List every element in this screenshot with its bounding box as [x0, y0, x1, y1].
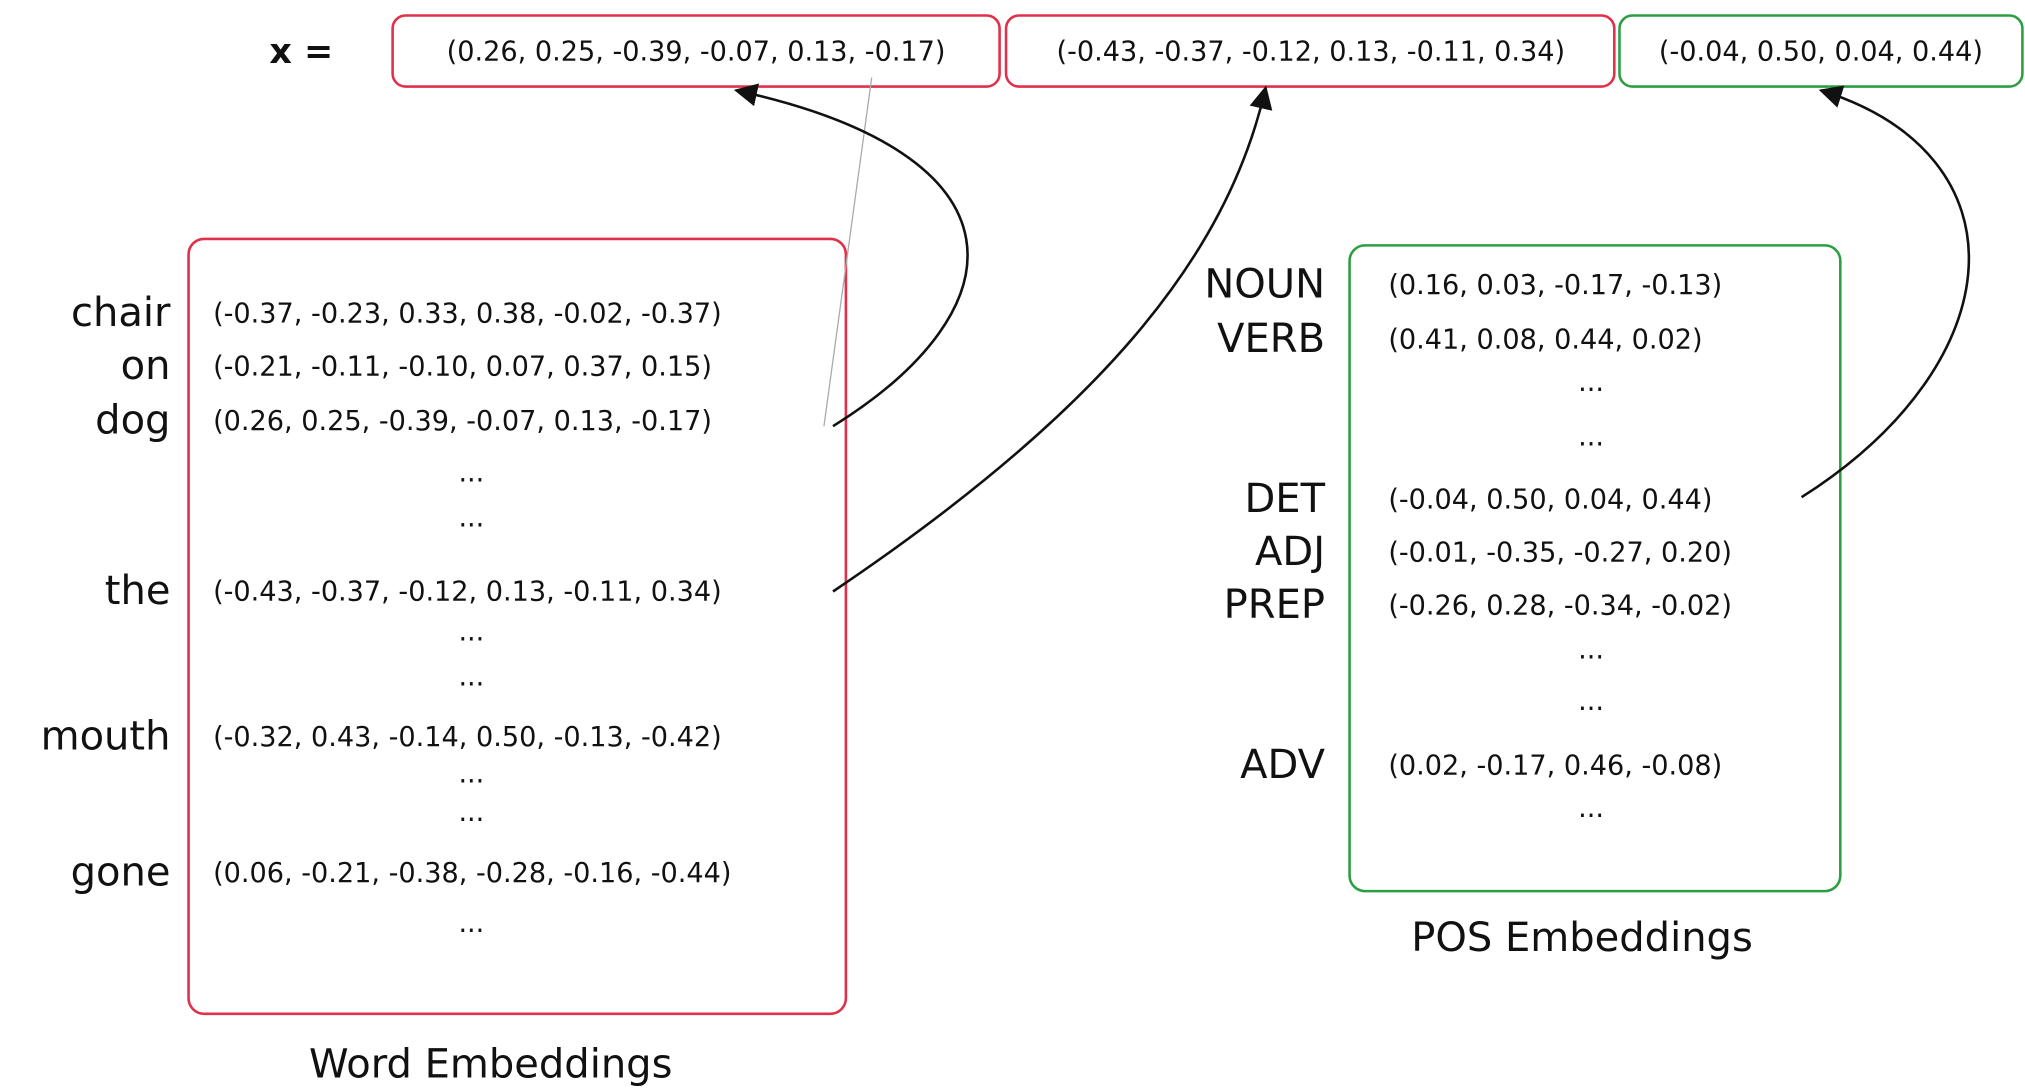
part-vector: (0.26, 0.25, -0.39, -0.07, 0.13, -0.17) [447, 36, 946, 67]
word-box [187, 237, 848, 1016]
row-label: dog [95, 397, 170, 443]
row-label: the [105, 568, 171, 614]
row-label: ADJ [1255, 529, 1325, 575]
row-vector: (0.02, -0.17, 0.46, -0.08) [1388, 751, 1722, 782]
row-vector: (-0.43, -0.37, -0.12, 0.13, -0.11, 0.34) [213, 576, 722, 607]
ellipsis: ... [458, 616, 484, 647]
ellipsis: ... [1578, 686, 1604, 717]
word-caption: Word Embeddings [309, 1042, 672, 1088]
row-vector: (-0.26, 0.28, -0.34, -0.02) [1388, 590, 1732, 621]
row-vector: (-0.21, -0.11, -0.10, 0.07, 0.37, 0.15) [213, 352, 712, 383]
row-vector: (0.26, 0.25, -0.39, -0.07, 0.13, -0.17) [213, 406, 712, 437]
row-label: mouth [41, 714, 171, 760]
row-label: on [121, 343, 171, 389]
row-label: PREP [1224, 582, 1325, 628]
ellipsis: ... [1578, 421, 1604, 452]
ellipsis: ... [458, 758, 484, 789]
ellipsis: ... [458, 662, 484, 693]
ellipsis: ... [1578, 793, 1604, 824]
row-label: VERB [1217, 316, 1325, 362]
ellipsis: ... [458, 797, 484, 828]
row-vector: (-0.37, -0.23, 0.33, 0.38, -0.02, -0.37) [213, 299, 722, 330]
ellipsis: ... [458, 457, 484, 488]
arrow [1800, 85, 1971, 499]
arrow [832, 85, 1273, 593]
pos-caption: POS Embeddings [1411, 915, 1753, 961]
ellipsis: ... [458, 908, 484, 939]
part-box [1004, 14, 1616, 88]
row-vector: (0.06, -0.21, -0.38, -0.28, -0.16, -0.44… [213, 858, 731, 889]
guide-line [823, 77, 873, 427]
part-box [391, 14, 1001, 88]
ellipsis: ... [1578, 634, 1604, 665]
row-vector: (-0.01, -0.35, -0.27, 0.20) [1388, 538, 1732, 569]
row-label: NOUN [1204, 262, 1325, 308]
part-vector: (-0.43, -0.37, -0.12, 0.13, -0.11, 0.34) [1057, 36, 1566, 67]
row-label: gone [71, 849, 171, 895]
pos-box [1348, 244, 1842, 893]
row-vector: (0.41, 0.08, 0.44, 0.02) [1388, 324, 1702, 355]
row-label: DET [1244, 476, 1325, 522]
row-vector: (0.16, 0.03, -0.17, -0.13) [1388, 270, 1722, 301]
arrow [733, 83, 969, 428]
row-label: ADV [1240, 742, 1325, 788]
part-vector: (-0.04, 0.50, 0.04, 0.44) [1659, 36, 1983, 67]
row-vector: (-0.04, 0.50, 0.04, 0.44) [1388, 485, 1712, 516]
ellipsis: ... [458, 503, 484, 534]
x-label: x = [269, 32, 333, 72]
row-vector: (-0.32, 0.43, -0.14, 0.50, -0.13, -0.42) [213, 722, 722, 753]
row-label: chair [71, 290, 171, 336]
ellipsis: ... [1578, 367, 1604, 398]
